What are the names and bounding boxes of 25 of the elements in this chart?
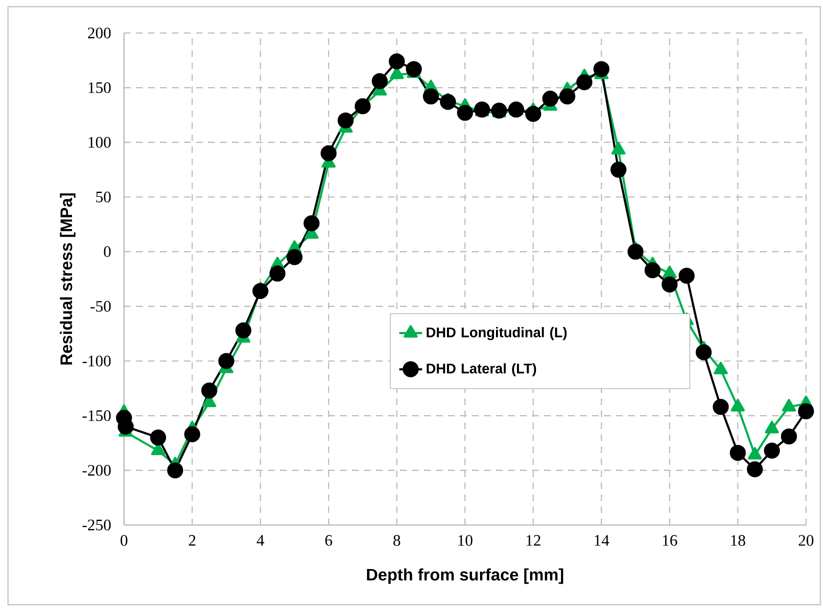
x-tick-label: 20 (798, 535, 814, 546)
y-tick-label: -250 (82, 520, 111, 530)
x-tick-label: 6 (325, 535, 332, 546)
y-tick-label: 200 (88, 28, 111, 38)
y-tick-label: -100 (82, 356, 111, 366)
y-tick-label: 0 (104, 246, 111, 258)
x-tick-label: 18 (731, 535, 746, 546)
x-tick-label: 0 (120, 535, 128, 546)
y-tick-label: -50 (90, 300, 111, 312)
x-tick-label: 12 (526, 535, 540, 546)
x-tick-label: 10 (458, 535, 472, 546)
x-tick-label: 8 (393, 535, 400, 546)
x-tick-label: 16 (663, 535, 678, 546)
legend-label: DHD Longitudinal (L) (426, 327, 567, 340)
y-axis-title: Residual stress [MPa] (60, 193, 76, 364)
legend-label: DHD Lateral (LT) (426, 363, 536, 376)
y-tick-label: -150 (82, 410, 111, 422)
x-tick-label: 4 (256, 535, 264, 546)
y-tick-label: 50 (96, 192, 111, 202)
x-axis-title: Depth from surface [mm] (367, 568, 564, 584)
x-tick-label: 2 (188, 535, 196, 546)
y-tick-label: 150 (88, 82, 111, 94)
y-tick-label: 100 (88, 136, 111, 148)
x-tick-label: 14 (594, 535, 610, 546)
y-tick-label: -200 (82, 464, 111, 476)
